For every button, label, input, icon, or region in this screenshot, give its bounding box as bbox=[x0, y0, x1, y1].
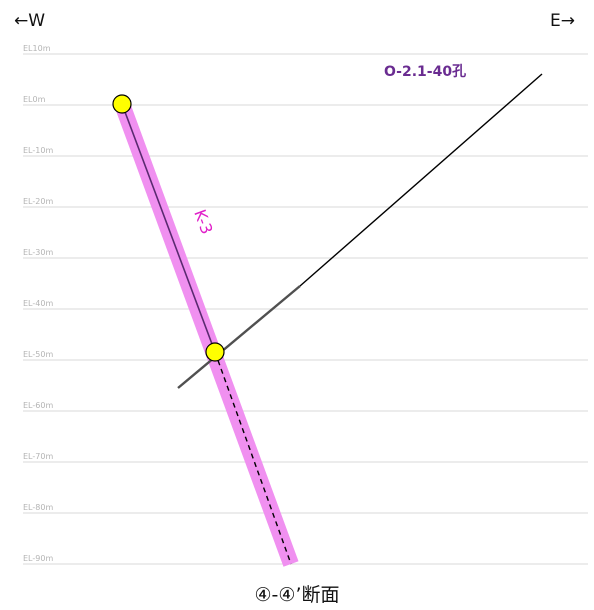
elevation-label: EL-20m bbox=[23, 197, 53, 206]
fault-trace-solid bbox=[121, 103, 216, 353]
west-direction-label: ←W bbox=[14, 11, 45, 31]
elevation-labels: EL10m EL0m EL-10m EL-20m EL-30m EL-40m E… bbox=[23, 44, 53, 563]
borehole-line-lower bbox=[177, 285, 301, 389]
elevation-label: EL-40m bbox=[23, 299, 53, 308]
fault-trace-dashed bbox=[214, 351, 292, 565]
fault-borehole-intersection-marker bbox=[205, 342, 225, 362]
fault-surface-marker bbox=[112, 94, 132, 114]
elevation-label: EL10m bbox=[23, 44, 51, 53]
elevation-label: EL-90m bbox=[23, 554, 53, 563]
borehole-line-upper bbox=[299, 73, 543, 287]
elevation-grid bbox=[23, 53, 588, 565]
borehole-label: O-2.1-40孔 bbox=[384, 64, 466, 80]
elevation-label: EL-30m bbox=[23, 248, 53, 257]
section-title: ④-④’断面 bbox=[255, 584, 340, 606]
elevation-label: EL-50m bbox=[23, 350, 53, 359]
elevation-label: EL-60m bbox=[23, 401, 53, 410]
elevation-label: EL-80m bbox=[23, 503, 53, 512]
fault-label: K-3 bbox=[190, 207, 216, 237]
elevation-label: EL0m bbox=[23, 95, 46, 104]
elevation-label: EL-10m bbox=[23, 146, 53, 155]
elevation-label: EL-70m bbox=[23, 452, 53, 461]
east-direction-label: E→ bbox=[550, 11, 575, 31]
